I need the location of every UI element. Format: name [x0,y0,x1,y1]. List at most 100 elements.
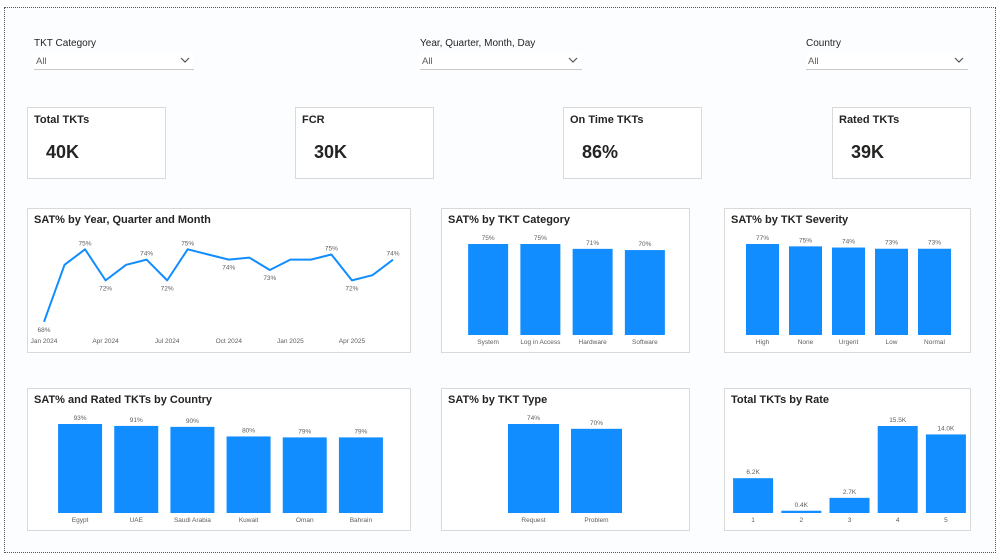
kpi-card-on-time-tkts: On Time TKTs 86% [563,107,702,179]
data-label: 74% [386,251,399,258]
chart-title: Total TKTs by Rate [731,394,829,406]
bar [58,424,103,513]
x-tick-label: Log in Access [520,339,561,346]
data-label: 80% [242,427,255,434]
data-label: 75% [325,245,338,252]
kpi-value: 86% [582,142,619,162]
kpi-card-rated-tkts: Rated TKTs 39K [832,107,971,179]
slicer-value: All [36,56,47,67]
chart-title: SAT% and Rated TKTs by Country [34,394,213,406]
x-tick-label: 5 [944,517,948,524]
chart-sat-by-type: SAT% by TKT Type 74% Request 70% Problem [441,388,690,531]
data-label: 93% [74,415,87,422]
slicer-date[interactable]: Year, Quarter, Month, Day All [420,38,582,74]
chart-tkts-by-rate: Total TKTs by Rate 6.2K 1 0.4K 2 2.7K 3 15.5K 4… [724,388,971,531]
kpi-title: On Time TKTs [570,114,644,126]
x-tick-label: Software [632,339,658,346]
x-tick-label: Kuwait [239,517,259,524]
data-label: 73% [928,240,941,247]
data-label: 75% [181,240,194,247]
slicer-dropdown[interactable]: All [806,53,968,70]
data-label: 79% [354,428,367,435]
slicer-tkt-category[interactable]: TKT Category All [34,38,194,74]
x-tick-label: Urgent [839,339,859,346]
bar [520,244,561,335]
kpi-title: Total TKTs [34,114,90,126]
kpi-value: 39K [851,142,885,162]
x-tick-label: Apr 2025 [339,338,366,345]
data-label: 74% [140,251,153,258]
x-tick-label: Apr 2024 [92,338,119,345]
bar [875,248,908,335]
data-label: 14.0K [937,425,955,432]
data-label: 91% [130,417,143,424]
x-tick-label: Problem [584,517,608,524]
data-label: 0.4K [795,502,809,509]
data-label: 75% [79,240,92,247]
x-tick-label: 2 [799,517,803,524]
kpi-title: FCR [302,114,325,126]
slicer-country[interactable]: Country All [806,38,968,74]
slicer-dropdown[interactable]: All [34,53,194,70]
bar [829,497,870,513]
data-label: 90% [186,418,199,425]
data-label: 79% [298,428,311,435]
data-label: 75% [799,237,812,244]
bar [918,248,951,335]
x-tick-label: Saudi Arabia [174,517,211,524]
data-label: 75% [534,235,547,242]
line-chart: 68% 75% 72% 74% 72% 75% 74% 73% 75% 72% 74% Jan 202… [31,240,400,345]
x-tick-label: Request [521,517,545,524]
bar-chart: 6.2K 1 0.4K 2 2.7K 3 15.5K 4 14.0K 5 [733,417,966,524]
bar [114,425,159,513]
data-label: 73% [885,240,898,247]
bar [789,246,822,335]
bar [571,428,622,513]
bar [226,436,271,513]
bar [572,248,613,335]
x-tick-label: Low [886,339,898,346]
slicer-value: All [808,56,819,67]
data-label: 72% [99,285,112,292]
x-tick-label: Normal [924,339,946,346]
data-label: 68% [37,327,50,334]
x-tick-label: High [756,339,770,346]
data-label: 15.5K [889,417,907,424]
data-label: 75% [482,235,495,242]
data-label: 70% [590,420,603,427]
x-tick-label: UAE [130,517,144,524]
bar [925,434,966,513]
x-tick-label: 1 [751,517,755,524]
x-tick-label: Bahrain [350,517,373,524]
kpi-title: Rated TKTs [839,114,900,126]
slicer-label: Year, Quarter, Month, Day [420,38,536,49]
bar [746,244,779,335]
slicer-dropdown[interactable]: All [420,53,582,70]
bar [832,247,865,335]
chart-title: SAT% by TKT Severity [731,214,849,226]
bar [338,437,383,513]
x-tick-label: Hardware [579,339,608,346]
data-label: 74% [222,265,235,272]
bar [170,426,215,513]
bar-chart: 74% Request 70% Problem [508,415,622,524]
chart-title: SAT% by TKT Category [448,214,571,226]
chevron-down-icon [954,57,964,63]
kpi-card-total-tkts: Total TKTs 40K [27,107,166,179]
x-tick-label: 3 [848,517,852,524]
bar [468,244,509,335]
bar [781,510,822,513]
x-tick-label: System [477,339,499,346]
data-label: 73% [263,275,276,282]
data-label: 71% [586,240,599,247]
chart-sat-by-country: SAT% and Rated TKTs by Country 93% Egypt 9… [27,388,411,531]
data-label: 72% [345,285,358,292]
chart-sat-by-month: SAT% by Year, Quarter and Month 68% 75% 72… [27,208,411,353]
data-label: 2.7K [843,489,857,496]
bar [624,250,665,335]
x-tick-label: None [798,339,814,346]
bar [282,437,327,513]
bar [508,424,559,513]
slicer-label: TKT Category [34,38,97,49]
kpi-value: 40K [46,142,80,162]
